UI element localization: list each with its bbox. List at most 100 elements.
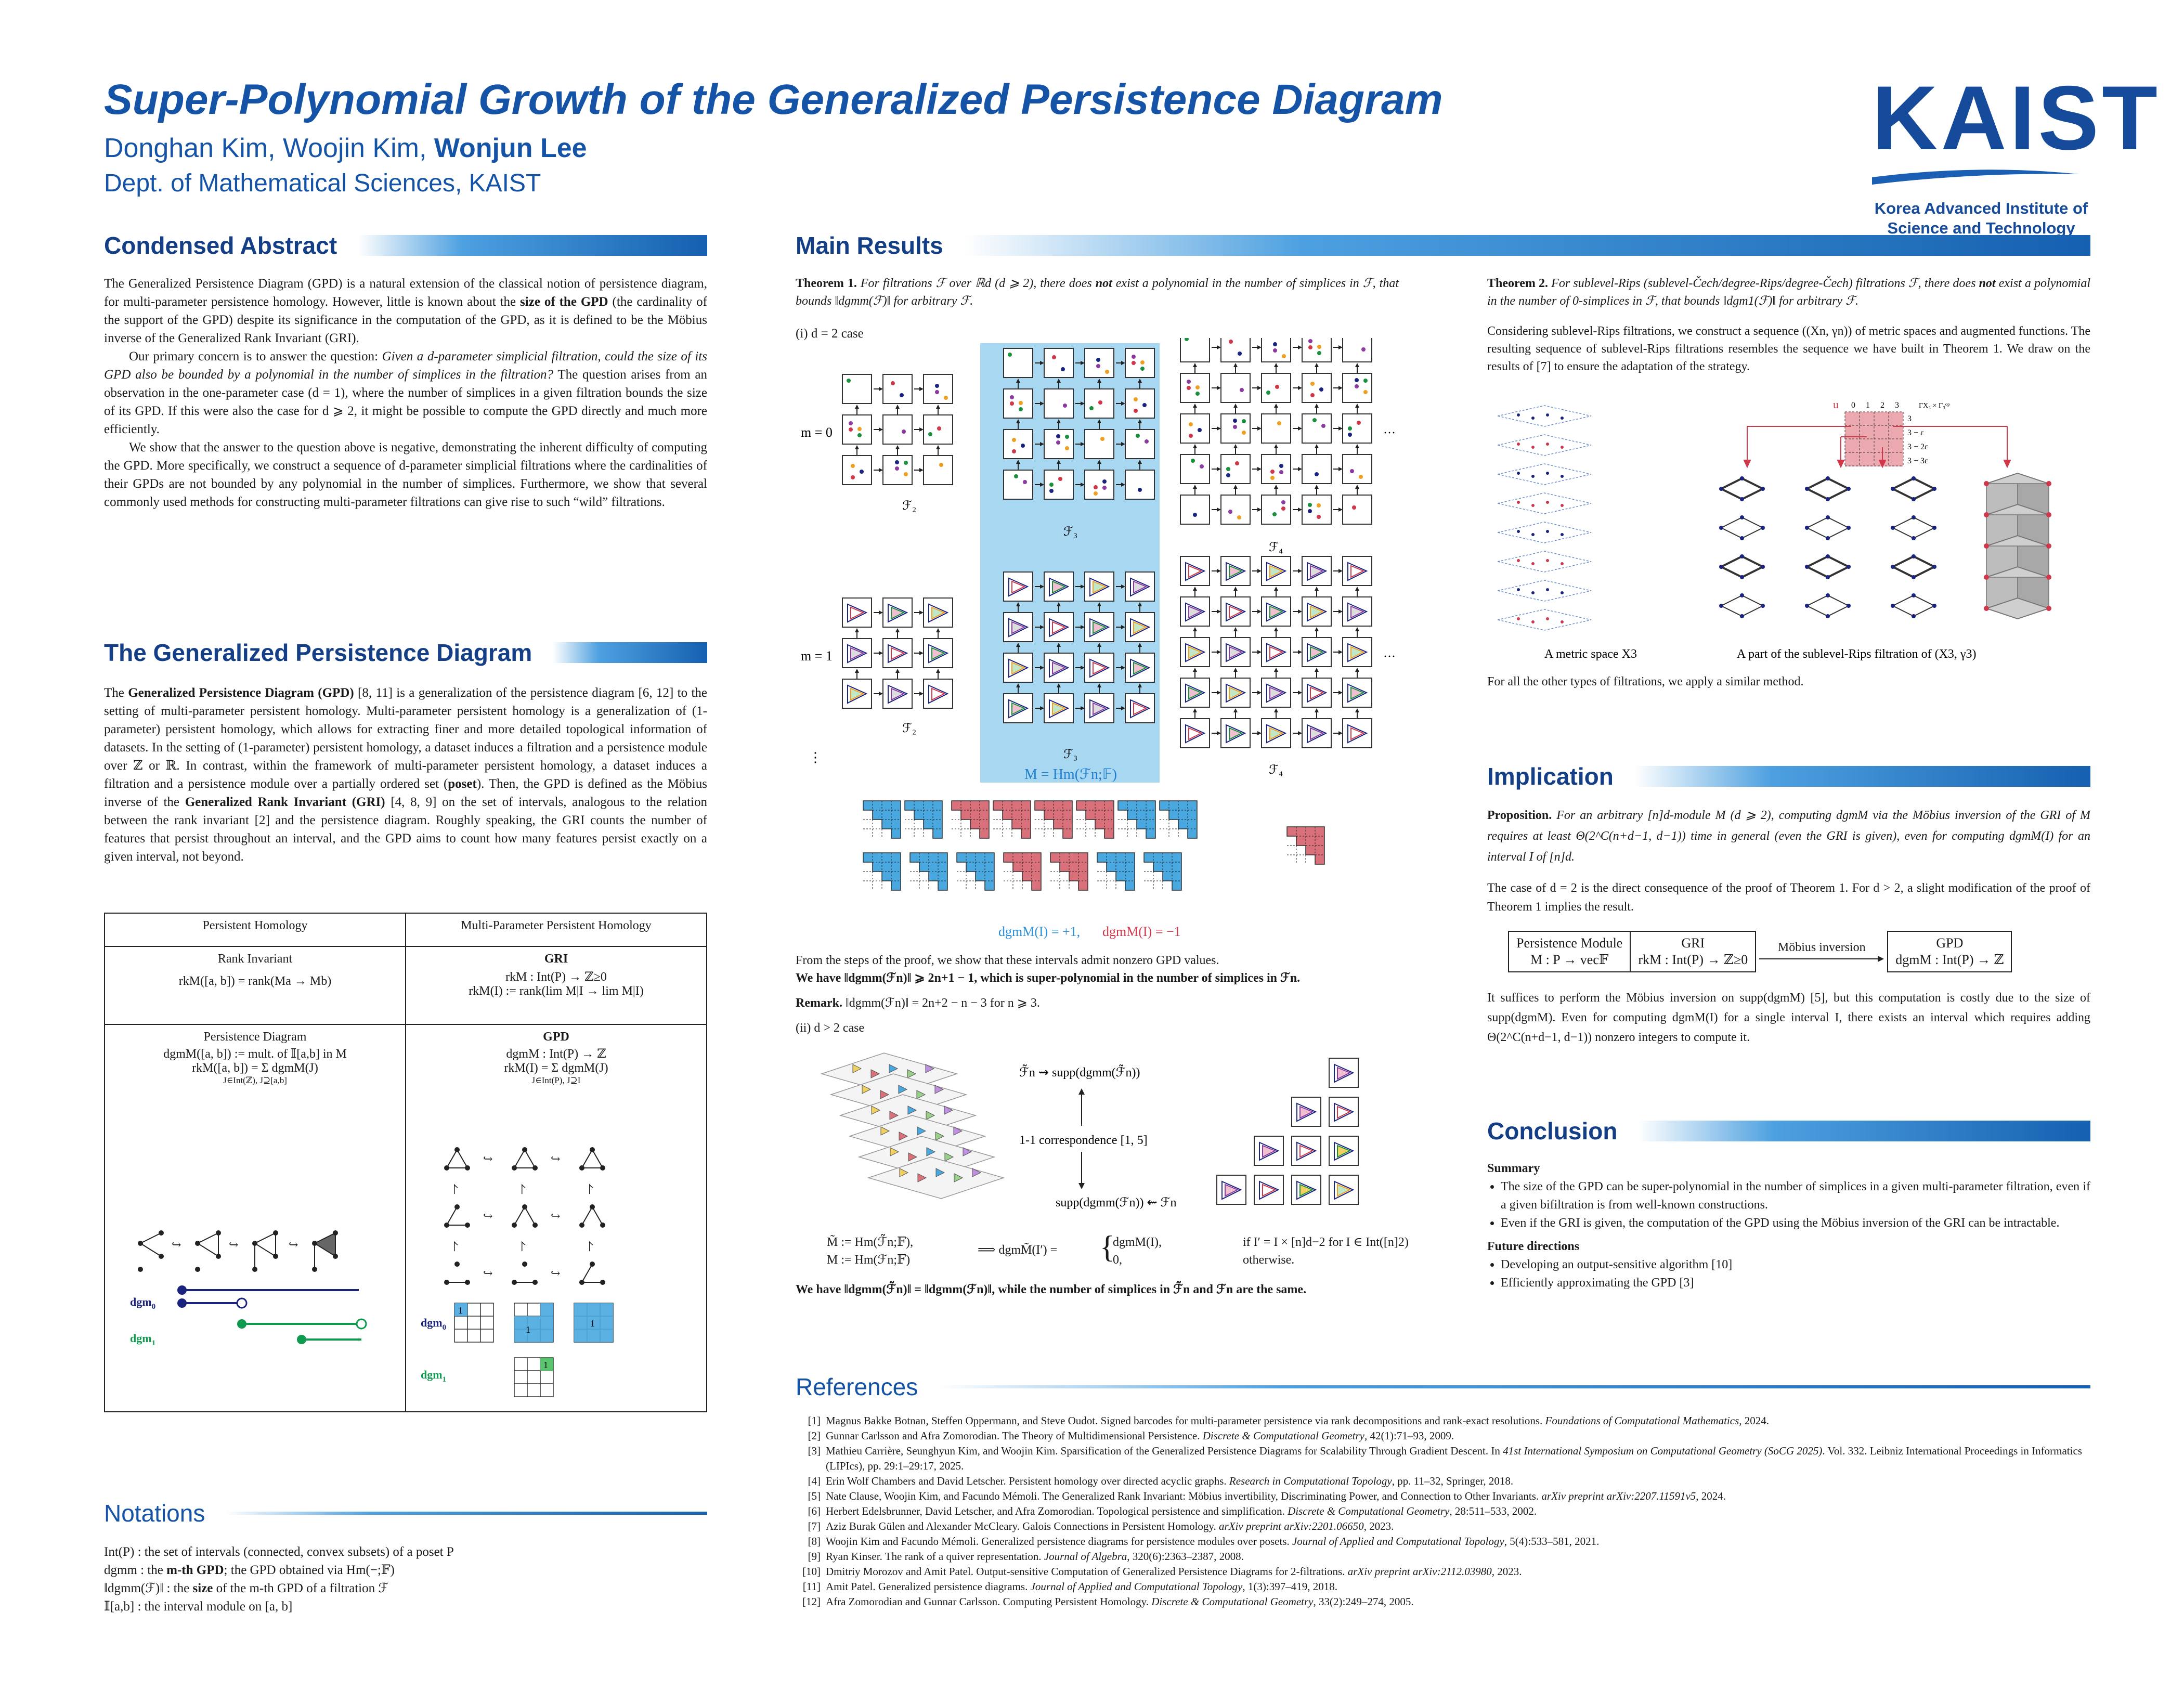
filtration-cell — [1125, 388, 1155, 419]
svg-text:1-1 correspondence [1, 5]: 1-1 correspondence [1, 5] — [1019, 1134, 1148, 1147]
reference-item: [3] Mathieu Carrière, Seunghyun Kim, and … — [808, 1445, 2082, 1472]
F3-label-a: ℱ₃ — [1063, 525, 1077, 539]
svg-text:↪: ↪ — [551, 1267, 560, 1280]
reference-item: [5] Nate Clause, Woojin Kim, and Facundo … — [808, 1490, 1726, 1502]
m0-label: m = 0 — [801, 425, 833, 440]
filtration-cell — [1220, 454, 1251, 484]
filtration-cell — [923, 455, 953, 485]
filtration-cell — [1125, 470, 1155, 500]
kaist-logo: KAIST Korea Advanced Institute of Science… — [1872, 68, 2161, 237]
filtration-cell — [1003, 470, 1033, 500]
implication-p2: It suffices to perform the Möbius invers… — [1487, 991, 2090, 1044]
svg-text:dgm1: dgm1 — [421, 1368, 446, 1384]
filtration-cell — [1084, 429, 1114, 459]
metric-plane — [1497, 434, 1592, 456]
metric-plane — [1497, 492, 1592, 514]
grid-row-label: 3 − ε — [1907, 428, 1924, 437]
dgm-plus-label: dgmM(I) = +1, — [998, 924, 1080, 939]
svg-text:1: 1 — [526, 1324, 530, 1335]
rips-panel — [1890, 555, 1937, 579]
metric-plane — [1497, 580, 1592, 602]
svg-text:dgm1: dgm1 — [130, 1332, 155, 1347]
theorem-1: Theorem 1. For filtrations ℱ over ℝd (d … — [796, 277, 1399, 308]
filtration-figure: m = 0 m = 1 ⋮ ··· ··· ℱ₂ ℱ₂ ℱ₃ ℱ₃ ℱ₄ ℱ₄ … — [801, 338, 1396, 939]
F3-label-b: ℱ₃ — [1063, 748, 1077, 761]
conclusion-heading: Conclusion — [1487, 1117, 2090, 1145]
svg-text:⨡: ⨡ — [521, 1182, 526, 1197]
rips-panel — [1719, 477, 1765, 501]
m1-label: m = 1 — [801, 648, 833, 664]
filtration-cell — [1180, 338, 1210, 362]
filtration-cell — [1302, 454, 1332, 484]
svg-text:supp(dgmm(ℱn)) ⇜ ℱn: supp(dgmm(ℱn)) ⇜ ℱn — [1056, 1196, 1177, 1210]
rips-panel — [1719, 555, 1765, 579]
poster-title: Super-Polynomial Growth of the Generaliz… — [104, 76, 1443, 123]
rips-panel — [1804, 477, 1851, 501]
filtration-cell — [1261, 454, 1291, 484]
metric-plane — [1497, 522, 1592, 543]
svg-text:↪: ↪ — [551, 1210, 560, 1223]
references-heading: References — [796, 1373, 2090, 1401]
filtration-cell — [1261, 373, 1291, 403]
svg-text:dgm0: dgm0 — [130, 1295, 155, 1311]
svg-text:⋮: ⋮ — [809, 750, 822, 765]
svg-text:⨡: ⨡ — [453, 1182, 459, 1197]
gpd-box: GPD dgmM : Int(P) → ℤ — [1887, 931, 2012, 972]
svg-text:···: ··· — [1383, 426, 1396, 440]
proposition: Proposition. For an arbitrary [n]d-modul… — [1487, 809, 2090, 864]
filtration-cell — [1220, 373, 1251, 403]
rips-panel — [1720, 516, 1764, 539]
pipeline-diagram: Persistence Module M : P → vec𝔽 GRI rkM : … — [1508, 931, 2012, 972]
filtration-cell — [842, 455, 872, 485]
filtration-cell — [1261, 413, 1291, 444]
filtration-cell — [1302, 495, 1332, 525]
gpd-cell: GPD dgmM : Int(P) → ℤ rkM(I) = Σ dgmM(J)… — [405, 1024, 707, 1412]
filtration-cell — [882, 374, 913, 404]
defs-block: M̃ := Hm(ℱ̃n;𝔽), M := Hm(ℱn;𝔽) — [827, 1236, 914, 1267]
filtration-cell — [1180, 413, 1210, 444]
filtration-cell — [1125, 429, 1155, 459]
svg-text:↪: ↪ — [229, 1238, 238, 1251]
implication-heading: Implication — [1487, 762, 2090, 790]
filtration-cell — [1003, 388, 1033, 419]
metric-plane — [1497, 405, 1592, 427]
filtration-cell — [923, 374, 953, 404]
other-filtrations: For all the other types of filtrations, … — [1487, 675, 1804, 688]
rank-invariant-cell: Rank Invariant rkM([a, b]) = rank(Ma → M… — [104, 946, 406, 1025]
grid-number: 0 — [1851, 401, 1855, 410]
reference-item: [9] Ryan Kinser. The rank of a quiver rep… — [808, 1550, 1244, 1563]
svg-text:↪: ↪ — [289, 1238, 298, 1251]
svg-text:↪: ↪ — [551, 1152, 560, 1165]
reference-item: [4] Erin Wolf Chambers and David Letscher… — [808, 1475, 1514, 1487]
gri-cell: GRI rkM : Int(P) → ℤ≥0 rkM(I) := rank(li… — [405, 946, 707, 1025]
arrow-right-icon — [1759, 955, 1884, 962]
reference-item: [7] Aziz Burak Gülen and Alexander McClea… — [808, 1520, 1394, 1532]
svg-text:ℱ̃n ⇝ supp(dgmm(ℱ̃n)): ℱ̃n ⇝ supp(dgmm(ℱ̃n)) — [1019, 1064, 1140, 1080]
filtration-cell — [1342, 454, 1372, 484]
rips-panel — [1805, 516, 1850, 539]
svg-text:⨡: ⨡ — [588, 1182, 594, 1197]
reference-item: [1] Magnus Bakke Botnan, Steffen Opperman… — [808, 1414, 1770, 1427]
filtration-cell — [1342, 495, 1372, 525]
gpd-grid-figure: ↪ ↪ ⨡ ⨡ ⨡ ↪ ↪ ⨡ ⨡ ⨡ — [421, 1147, 614, 1397]
grid-row-label: 3 − 3ε — [1907, 457, 1928, 465]
metric-plane — [1497, 551, 1592, 573]
reference-item: [8] Woojin Kim and Facundo Mémoli. Genera… — [808, 1535, 1600, 1548]
final-statement: We have ‖dgmm(ℱ̃n)‖ = ‖dgmm(ℱn)‖, while … — [796, 1283, 1307, 1296]
rips-panel — [1720, 594, 1764, 617]
theorem-2: Theorem 2. For sublevel-Rips (sublevel-Č… — [1487, 277, 2091, 308]
svg-text:···: ··· — [1383, 650, 1396, 664]
table-header-ph: Persistent Homology — [104, 913, 406, 947]
comparison-table: Persistent Homology Multi-Parameter Pers… — [104, 913, 707, 1412]
svg-text:⨡: ⨡ — [453, 1239, 459, 1254]
filtration-cell — [882, 414, 913, 445]
svg-text:⨡: ⨡ — [588, 1239, 594, 1254]
grid-row-label: 3 − 2ε — [1907, 443, 1928, 451]
list-item: Efficiently approximating the GPD [3] — [1501, 1274, 2090, 1292]
rips-panel — [1805, 594, 1850, 617]
list-item: Developing an output-sensitive algorithm… — [1501, 1256, 2090, 1274]
F4-label-b: ℱ₄ — [1269, 763, 1283, 777]
rips-panel — [1891, 516, 1936, 539]
filtration-cell — [842, 374, 872, 404]
F2-label-a: ℱ₂ — [902, 499, 916, 513]
